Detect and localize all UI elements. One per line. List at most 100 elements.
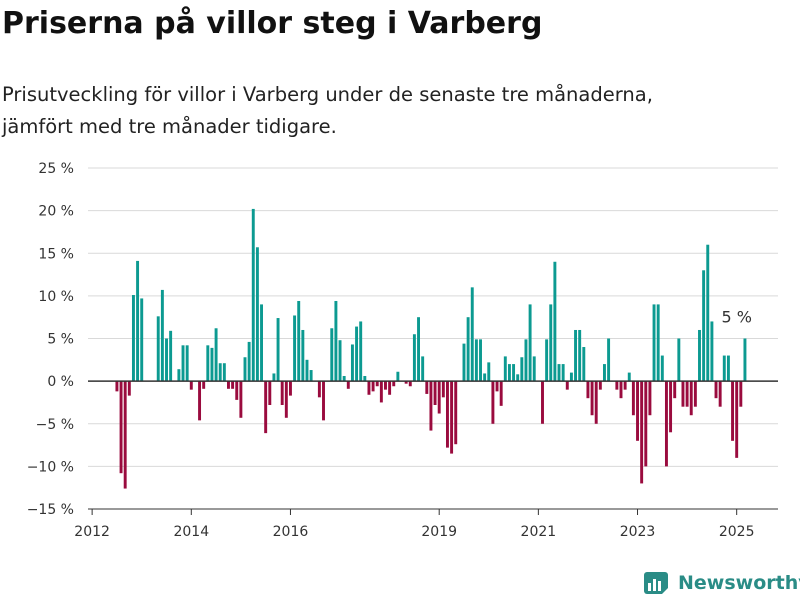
bar [227, 381, 230, 389]
bar [412, 334, 416, 382]
bar [541, 381, 544, 424]
bar [677, 338, 681, 382]
chart-title: Priserna på villor steg i Varberg [2, 6, 543, 41]
bar [189, 381, 193, 390]
bar [706, 244, 710, 382]
bar [441, 381, 445, 398]
bar [598, 381, 602, 390]
bar [429, 381, 433, 431]
bar [474, 339, 478, 382]
bar [698, 329, 701, 382]
bar [280, 381, 284, 405]
brand-logo: Newsworthy [644, 568, 800, 598]
bar [131, 295, 135, 382]
bar [272, 373, 276, 382]
bar [483, 373, 487, 382]
bar [301, 329, 305, 382]
bar [363, 376, 367, 382]
bar [693, 381, 697, 407]
y-tick-label: 20 % [38, 204, 74, 220]
bar [305, 359, 309, 382]
bar [656, 304, 660, 382]
bar [470, 287, 474, 382]
bar [722, 355, 726, 382]
bar [160, 289, 164, 382]
bar [619, 381, 623, 399]
bar [735, 381, 739, 458]
bar [669, 381, 673, 433]
bar [222, 363, 226, 382]
bar [731, 381, 735, 441]
bar [615, 381, 619, 390]
bar [507, 364, 511, 382]
subtitle-line-1: Prisutveckling för villor i Varberg unde… [2, 83, 653, 106]
bar [136, 260, 140, 382]
bar [218, 363, 222, 382]
bar [388, 381, 392, 395]
bar [557, 364, 561, 382]
bar [404, 381, 408, 384]
y-tick-label: −5 % [36, 417, 74, 433]
y-tick-label: −10 % [27, 459, 74, 475]
bar [681, 381, 685, 407]
bar [499, 381, 503, 406]
bar [603, 364, 606, 382]
bar [264, 381, 268, 434]
bar [495, 381, 499, 392]
bar [384, 381, 387, 390]
y-tick-label: 10 % [38, 289, 74, 305]
bar [462, 343, 466, 382]
bar [607, 338, 611, 382]
bar [714, 381, 718, 399]
bar [408, 381, 412, 387]
bar [115, 381, 119, 392]
brand-name: Newsworthy [678, 572, 800, 594]
bar [433, 381, 437, 405]
bar [297, 300, 301, 382]
bar [355, 326, 359, 382]
x-tick-label: 2016 [273, 524, 309, 540]
bar [437, 381, 441, 414]
bar [276, 318, 280, 382]
bar [549, 304, 553, 382]
bar [367, 381, 371, 395]
bar [685, 381, 689, 407]
chart-subtitle: Prisutveckling för villor i Varberg unde… [2, 79, 762, 143]
bar [338, 340, 342, 382]
bar [359, 321, 363, 382]
bar [247, 341, 251, 382]
y-tick-label: −15 % [27, 502, 74, 518]
bar [255, 247, 259, 382]
bar [574, 329, 578, 382]
bar [664, 381, 668, 467]
bar [210, 347, 214, 382]
bar [330, 328, 334, 382]
bar [660, 355, 664, 382]
bar [545, 339, 549, 382]
y-tick-label: 5 % [47, 332, 74, 348]
bar [309, 370, 313, 382]
y-tick-label: 15 % [38, 246, 74, 262]
bar [503, 356, 507, 382]
bar [578, 329, 582, 382]
bar [251, 208, 255, 382]
bar [235, 381, 239, 400]
bar [284, 381, 288, 418]
bar [346, 381, 350, 389]
x-tick-label: 2025 [719, 524, 755, 540]
bar [334, 300, 338, 382]
bar [532, 356, 536, 382]
bar [640, 381, 644, 484]
bar-chart: −15 % −10 % −5 % 0 % 5 % 10 % 15 % 20 % 25 % 2012… [27, 161, 778, 540]
bar [206, 345, 210, 382]
bar [268, 381, 272, 405]
bar [631, 381, 635, 416]
bar [177, 369, 181, 382]
bar [375, 381, 379, 387]
bar [156, 316, 160, 382]
x-tick-label: 2021 [521, 524, 557, 540]
bar [239, 381, 243, 418]
bar [673, 381, 677, 399]
bar [743, 338, 747, 382]
bar [450, 381, 454, 454]
